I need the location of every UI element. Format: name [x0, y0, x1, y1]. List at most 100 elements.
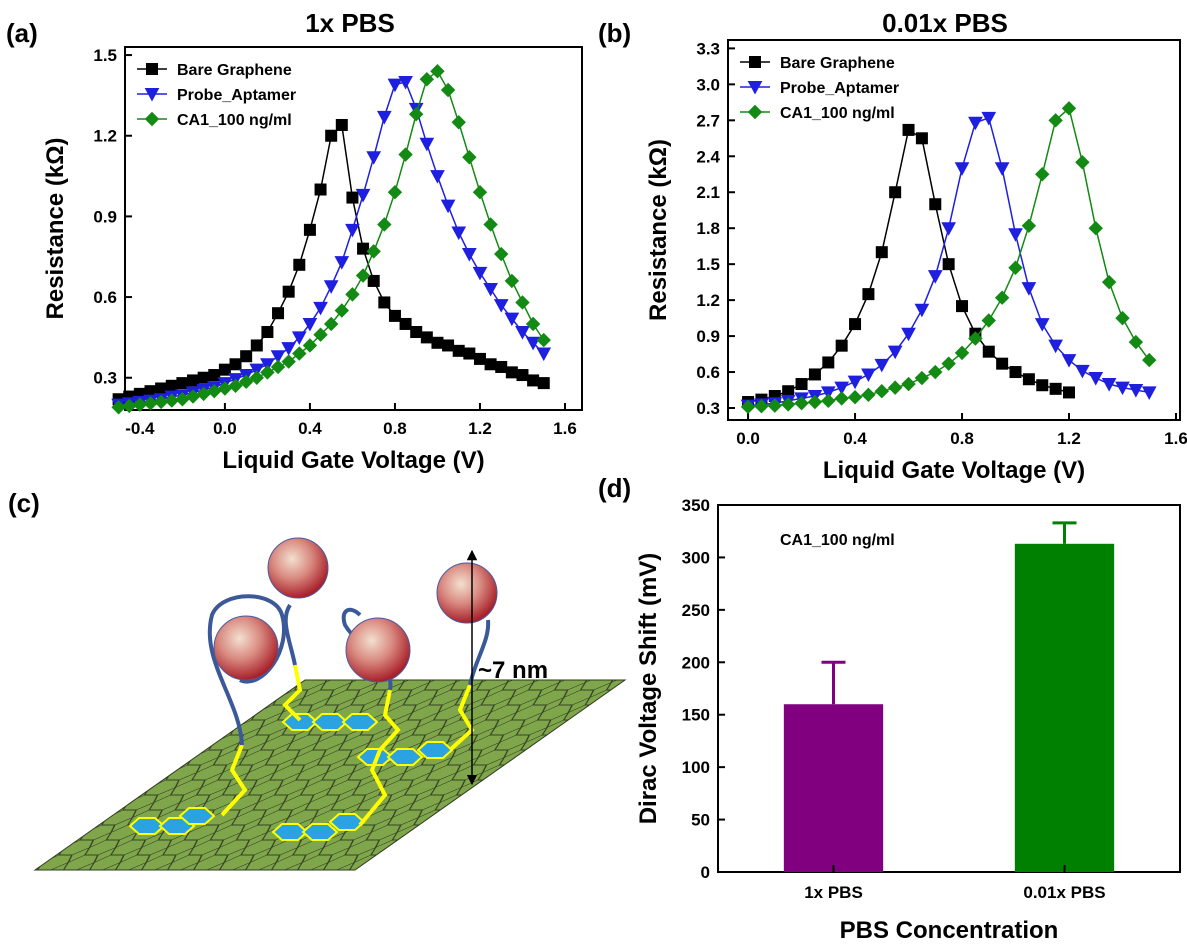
- data-point: [419, 72, 435, 87]
- y-tick-label: 50: [691, 811, 710, 830]
- data-point: [1115, 310, 1130, 326]
- data-point: [525, 336, 541, 351]
- y-tick-label: 1.2: [93, 127, 117, 146]
- data-point: [982, 345, 995, 358]
- legend-label: CA1_100 ng/ml: [780, 105, 895, 122]
- data-point: [442, 339, 455, 352]
- data-point: [515, 326, 530, 340]
- data-point: [270, 350, 286, 364]
- data-point: [822, 356, 835, 369]
- data-point: [378, 296, 391, 309]
- panel-label: (d): [598, 473, 631, 503]
- data-point: [887, 380, 903, 395]
- data-point: [323, 316, 339, 332]
- legend-label: Probe_Aptamer: [780, 80, 899, 97]
- legend-marker: [747, 81, 763, 95]
- data-point: [1036, 379, 1049, 392]
- data-point: [272, 307, 285, 320]
- data-point: [1008, 228, 1023, 242]
- data-point: [981, 111, 997, 126]
- chart-title: 1x PBS: [305, 8, 395, 38]
- y-tick-label: 3.0: [696, 75, 720, 94]
- x-tick-label: 0.0: [213, 419, 237, 438]
- panel-label: (c): [8, 488, 40, 518]
- data-point: [754, 399, 769, 414]
- legend-marker: [144, 88, 160, 102]
- data-point: [495, 360, 508, 373]
- data-point: [835, 339, 848, 352]
- height-annotation: ~7 nm: [478, 657, 548, 684]
- data-point: [483, 283, 498, 297]
- y-tick-label: 150: [682, 706, 710, 725]
- y-tick-label: 3.3: [696, 39, 720, 58]
- x-tick-label: 0.4: [298, 419, 322, 438]
- data-point: [505, 366, 518, 379]
- legend-label: Bare Graphene: [177, 62, 292, 79]
- data-point: [303, 223, 316, 236]
- data-point: [472, 184, 488, 200]
- data-point: [302, 317, 318, 332]
- data-point: [387, 78, 403, 93]
- legend-label: Probe_Aptamer: [177, 87, 296, 104]
- data-point: [1048, 339, 1063, 354]
- data-point: [795, 378, 808, 391]
- x-tick-label: 1.6: [1164, 429, 1187, 448]
- data-point: [335, 118, 348, 131]
- data-point: [536, 332, 551, 348]
- data-point: [313, 327, 328, 342]
- data-point: [484, 358, 497, 371]
- data-point: [1075, 364, 1090, 379]
- series: [112, 118, 550, 406]
- legend-label: CA1_100 ng/ml: [177, 112, 292, 129]
- data-point: [313, 301, 328, 316]
- data-point: [473, 352, 486, 365]
- data-point: [1034, 318, 1050, 332]
- data-point: [901, 327, 916, 342]
- data-point: [981, 313, 996, 328]
- y-axis-label: Resistance (kΩ): [42, 138, 69, 320]
- data-point: [388, 309, 401, 322]
- data-point: [954, 162, 970, 176]
- data-point: [1088, 220, 1103, 236]
- bar: [1014, 543, 1115, 872]
- legend-marker: [144, 111, 160, 127]
- y-tick-label: 0.9: [696, 327, 720, 346]
- data-point: [334, 256, 350, 270]
- data-point: [1061, 101, 1077, 116]
- series: [742, 123, 1076, 409]
- data-point: [1022, 373, 1035, 386]
- x-tick-label: 0.4: [843, 429, 867, 448]
- y-tick-label: 0: [701, 863, 710, 882]
- y-tick-label: 0.3: [696, 399, 720, 418]
- data-point: [956, 300, 969, 313]
- series: [740, 101, 1157, 415]
- data-point: [261, 326, 274, 339]
- data-point: [808, 368, 821, 381]
- data-point: [968, 116, 983, 131]
- data-point: [1141, 386, 1157, 400]
- annotation: CA1_100 ng/ml: [780, 532, 895, 549]
- data-point: [462, 150, 477, 165]
- data-point: [376, 110, 392, 125]
- y-tick-label: 2.7: [696, 111, 720, 130]
- data-point: [1142, 352, 1157, 368]
- data-point: [281, 354, 296, 369]
- data-point: [1101, 274, 1117, 290]
- linkers: [220, 664, 475, 827]
- data-point: [1048, 113, 1063, 128]
- data-point: [452, 344, 465, 357]
- data-point: [238, 374, 254, 389]
- data-point: [440, 199, 456, 214]
- data-point: [430, 63, 445, 79]
- data-point: [334, 303, 350, 318]
- data-point: [291, 331, 307, 345]
- data-point: [794, 396, 809, 411]
- data-point: [249, 370, 264, 385]
- data-point: [1075, 155, 1090, 170]
- data-point: [1115, 381, 1130, 396]
- x-tick-label: 1.6: [553, 419, 577, 438]
- y-tick-label: 0.3: [93, 369, 117, 388]
- legend-marker: [749, 56, 761, 68]
- data-point: [240, 350, 253, 363]
- legend-marker: [747, 104, 763, 120]
